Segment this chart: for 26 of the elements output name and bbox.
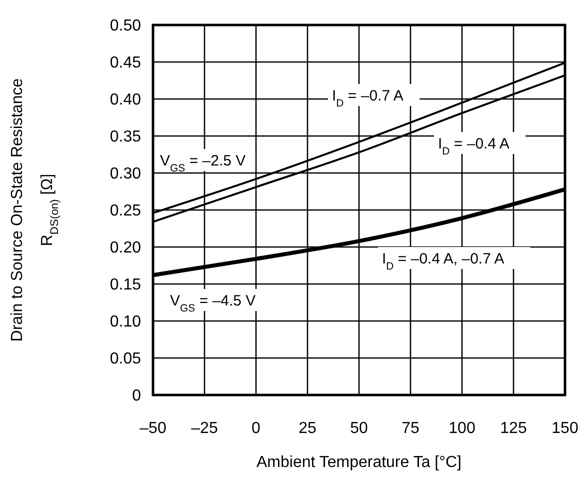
annotation: I$_{D}$ = –0.4 A: [438, 135, 510, 158]
y-tick-label: 0.40: [110, 92, 142, 109]
y-tick-label: 0: [132, 388, 142, 405]
y-tick-label: 0.15: [110, 276, 142, 294]
x-tick-label: –50: [140, 420, 166, 437]
annotation: I$_{D}$ = –0.7 A: [332, 87, 404, 110]
x-tick-label: 125: [500, 420, 527, 437]
y-tick-label: 0.30: [110, 166, 142, 183]
annotation: V$_{GS}$ = –2.5 V: [160, 152, 246, 174]
x-tick-label: 25: [298, 420, 316, 437]
x-tick-label: 0: [252, 420, 261, 437]
y-tick-label: 0.35: [110, 128, 142, 146]
annotation: I$_{D}$ = –0.4 A, –0.7 A: [382, 250, 504, 272]
y-tick-label: 0.45: [110, 54, 142, 72]
y-tick-label: 0.20: [110, 240, 142, 257]
y-tick-label: 0.10: [110, 314, 142, 331]
annotation: V$_{GS}$ = –4.5 V: [170, 292, 256, 314]
x-axis-title: Ambient Temperature Ta [°C]: [256, 454, 462, 471]
x-tick-label: 75: [402, 420, 420, 437]
x-tick-label: 150: [552, 420, 578, 437]
x-tick-label: 50: [350, 420, 368, 437]
x-tick-label: –25: [191, 420, 218, 437]
x-tick-label: 100: [448, 420, 476, 437]
y-tick-label: 0.25: [110, 202, 142, 220]
y-tick-label: 0.05: [110, 350, 142, 368]
y-tick-label: 0.50: [110, 18, 142, 35]
